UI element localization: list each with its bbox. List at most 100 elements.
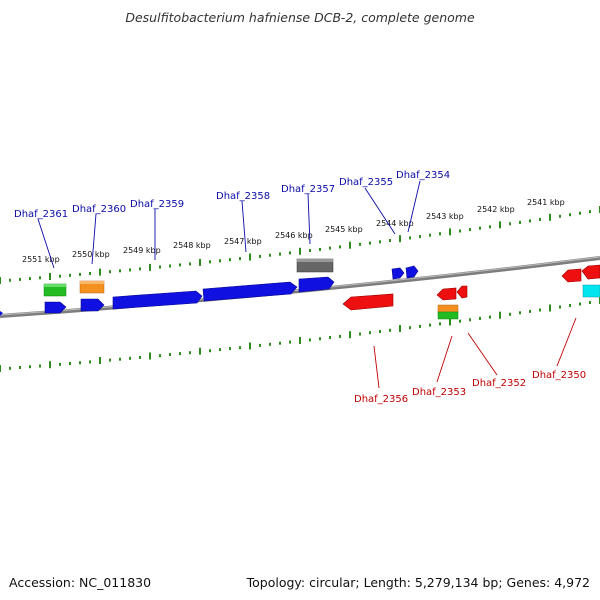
outer-track-minor-tick <box>219 259 221 263</box>
leader-dhaf-2358 <box>241 200 247 253</box>
inner-track-minor-tick <box>289 340 291 344</box>
gene-label-dhaf-2352[interactable]: Dhaf_2352 <box>472 378 526 389</box>
inner-tick-track <box>0 297 600 372</box>
inner-track-major-tick <box>349 331 351 339</box>
outer-track-minor-tick <box>509 222 511 226</box>
feature-pseudo-gray-shine <box>297 259 333 262</box>
inner-track-major-tick <box>49 361 51 369</box>
outer-track-minor-tick <box>409 236 411 240</box>
gene-label-dhaf-2361[interactable]: Dhaf_2361 <box>14 209 68 220</box>
outer-track-minor-tick <box>439 232 441 236</box>
inner-track-minor-tick <box>529 309 531 313</box>
inner-track-minor-tick <box>359 332 361 336</box>
reverse-strand-features <box>342 264 600 320</box>
outer-track-major-tick <box>199 258 201 266</box>
gene-label-dhaf-2350[interactable]: Dhaf_2350 <box>532 370 586 381</box>
outer-track-major-tick <box>399 235 401 243</box>
inner-track-minor-tick <box>379 330 381 333</box>
outer-track-minor-tick <box>9 278 11 282</box>
inner-track-minor-tick <box>29 365 31 369</box>
inner-track-major-tick <box>449 318 451 326</box>
cds-dhaf-2350[interactable] <box>561 268 582 283</box>
outer-tick-track <box>0 206 600 284</box>
map-title: Desulfitobacterium hafniense DCB-2, comp… <box>125 10 475 25</box>
leader-dhaf-2353 <box>436 335 453 383</box>
accession-text: Accession: NC_011830 <box>9 575 151 590</box>
leader-dhaf-2357 <box>307 193 311 245</box>
gene-label-dhaf-2359[interactable]: Dhaf_2359 <box>130 199 184 210</box>
tick-label-2542: 2542 kbp <box>477 205 515 214</box>
tick-label-2543: 2543 kbp <box>426 212 464 221</box>
tick-labels: 2551 kbp 2550 kbp 2549 kbp 2548 kbp 2547… <box>22 198 565 264</box>
inner-track-minor-tick <box>209 349 211 353</box>
outer-track-major-tick <box>449 228 451 236</box>
inner-track-minor-tick <box>219 348 221 352</box>
feature-rna-orange-shine <box>80 281 104 284</box>
outer-track-minor-tick <box>129 268 131 272</box>
tick-label-2544: 2544 kbp <box>376 219 414 228</box>
gene-labels: Dhaf_2361 Dhaf_2360 Dhaf_2359 Dhaf_2358 … <box>14 170 586 405</box>
outer-track-major-tick <box>349 241 351 249</box>
tick-label-2545: 2545 kbp <box>325 225 363 234</box>
inner-track-major-tick <box>299 337 301 344</box>
gene-label-dhaf-2356[interactable]: Dhaf_2356 <box>354 394 408 405</box>
gene-label-dhaf-2355[interactable]: Dhaf_2355 <box>339 177 393 188</box>
inner-track-minor-tick <box>19 366 21 369</box>
outer-track-minor-tick <box>179 263 181 267</box>
inner-track-minor-tick <box>459 319 461 323</box>
outer-track-minor-tick <box>319 247 321 251</box>
outer-track-major-tick <box>549 213 551 221</box>
cds-dhaf-2356[interactable] <box>342 293 394 311</box>
inner-track-major-tick <box>99 357 101 364</box>
cds-dhaf-2358[interactable] <box>202 281 298 302</box>
outer-track-minor-tick <box>389 239 391 242</box>
inner-track-minor-tick <box>179 352 181 356</box>
feature-cyan[interactable] <box>582 284 600 298</box>
cds-dhaf-2352[interactable] <box>456 285 468 299</box>
outer-track-minor-tick <box>269 253 271 257</box>
outer-track-minor-tick <box>429 233 431 237</box>
inner-track-minor-tick <box>419 324 421 328</box>
gene-label-dhaf-2357[interactable]: Dhaf_2357 <box>281 184 335 195</box>
inner-track-minor-tick <box>239 346 241 350</box>
inner-track-minor-tick <box>59 362 61 366</box>
outer-track-minor-tick <box>529 219 531 223</box>
outer-track-minor-tick <box>339 245 341 249</box>
cds-right-edge[interactable] <box>581 264 600 280</box>
inner-track-minor-tick <box>429 323 431 327</box>
cds-dhaf-2359[interactable] <box>112 290 203 310</box>
gene-label-dhaf-2354[interactable]: Dhaf_2354 <box>396 170 450 181</box>
outer-track-minor-tick <box>519 220 521 224</box>
cds-dhaf-2355[interactable] <box>391 267 405 280</box>
inner-track-minor-tick <box>139 355 141 359</box>
feature-rna-orange-2[interactable] <box>437 304 459 313</box>
cds-dhaf-2354[interactable] <box>405 265 419 279</box>
outer-track-major-tick <box>0 277 1 284</box>
outer-track-major-tick <box>299 247 301 255</box>
inner-track-major-tick <box>249 342 251 350</box>
inner-track-minor-tick <box>469 318 471 322</box>
cds-left-edge[interactable] <box>0 311 3 316</box>
feature-rna-green-2[interactable] <box>437 311 459 320</box>
outer-track-minor-tick <box>289 251 291 255</box>
tick-label-2551: 2551 kbp <box>22 255 60 264</box>
outer-track-minor-tick <box>489 225 491 229</box>
cds-dhaf-2360[interactable] <box>80 298 105 312</box>
leader-dhaf-2354 <box>407 180 421 233</box>
outer-track-minor-tick <box>539 217 541 221</box>
inner-track-minor-tick <box>489 315 491 319</box>
outer-track-minor-tick <box>459 229 461 233</box>
cds-dhaf-2361[interactable] <box>44 301 67 314</box>
leader-dhaf-2350 <box>556 317 577 367</box>
outer-track-minor-tick <box>329 246 331 250</box>
cds-dhaf-2353[interactable] <box>436 287 457 301</box>
gene-label-dhaf-2353[interactable]: Dhaf_2353 <box>412 387 466 398</box>
gene-label-dhaf-2358[interactable]: Dhaf_2358 <box>216 191 270 202</box>
outer-track-minor-tick <box>189 262 191 266</box>
outer-track-minor-tick <box>29 277 31 281</box>
gene-label-dhaf-2360[interactable]: Dhaf_2360 <box>72 204 126 215</box>
inner-track-major-tick <box>0 365 1 372</box>
outer-track-minor-tick <box>239 257 241 261</box>
cds-dhaf-2357[interactable] <box>298 276 335 293</box>
leader-dhaf-2356 <box>373 345 380 389</box>
